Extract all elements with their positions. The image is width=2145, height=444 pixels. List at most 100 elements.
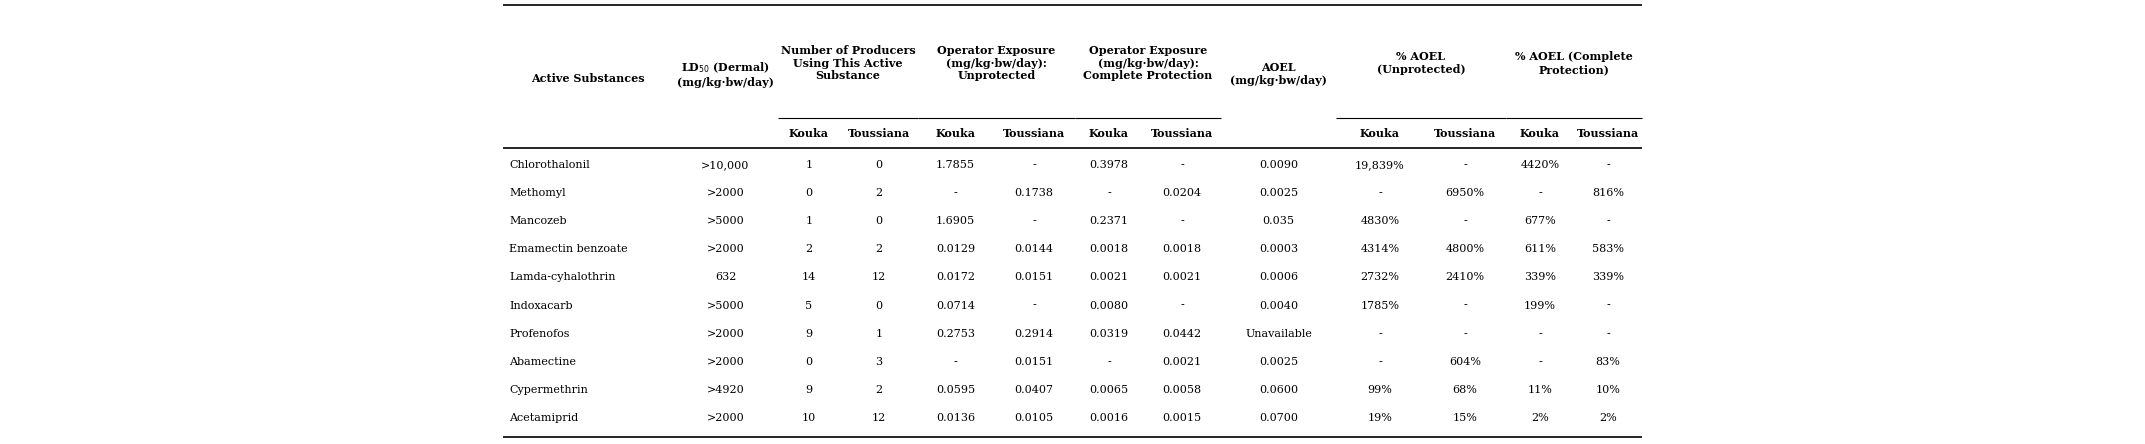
Text: 0.0015: 0.0015 bbox=[1163, 413, 1201, 423]
Text: 0.0080: 0.0080 bbox=[1090, 301, 1128, 310]
Text: -: - bbox=[1538, 188, 1542, 198]
Text: >5000: >5000 bbox=[706, 301, 744, 310]
Text: 611%: 611% bbox=[1523, 244, 1555, 254]
Text: Operator Exposure
(mg/kg·bw/day):
Complete Protection: Operator Exposure (mg/kg·bw/day): Comple… bbox=[1083, 45, 1212, 81]
Text: Kouka: Kouka bbox=[1090, 127, 1128, 139]
Text: -: - bbox=[1107, 188, 1111, 198]
Text: -: - bbox=[1180, 160, 1184, 170]
Text: 677%: 677% bbox=[1525, 216, 1555, 226]
Text: 0.0105: 0.0105 bbox=[1015, 413, 1053, 423]
Text: -: - bbox=[955, 188, 957, 198]
Text: 0: 0 bbox=[875, 160, 882, 170]
Text: -: - bbox=[1607, 329, 1611, 339]
Text: -: - bbox=[1032, 160, 1036, 170]
Text: Acetamiprid: Acetamiprid bbox=[508, 413, 579, 423]
Text: 1.7855: 1.7855 bbox=[935, 160, 976, 170]
Text: 2410%: 2410% bbox=[1446, 273, 1484, 282]
Text: Cypermethrin: Cypermethrin bbox=[508, 385, 588, 395]
Text: >2000: >2000 bbox=[706, 357, 744, 367]
Text: 0.2753: 0.2753 bbox=[935, 329, 976, 339]
Text: 0.0003: 0.0003 bbox=[1259, 244, 1298, 254]
Text: 2732%: 2732% bbox=[1360, 273, 1399, 282]
Text: 3: 3 bbox=[875, 357, 882, 367]
Text: 583%: 583% bbox=[1592, 244, 1624, 254]
Text: >2000: >2000 bbox=[706, 413, 744, 423]
Text: Indoxacarb: Indoxacarb bbox=[508, 301, 573, 310]
Text: -: - bbox=[1032, 216, 1036, 226]
Text: 2: 2 bbox=[804, 244, 813, 254]
Text: -: - bbox=[1377, 357, 1381, 367]
Text: -: - bbox=[1463, 329, 1467, 339]
Text: -: - bbox=[1607, 301, 1611, 310]
Text: 0.0407: 0.0407 bbox=[1015, 385, 1053, 395]
Text: Toussiana: Toussiana bbox=[1152, 127, 1214, 139]
Text: AOEL
(mg/kg·bw/day): AOEL (mg/kg·bw/day) bbox=[1229, 62, 1328, 86]
Text: % AOEL
(Unprotected): % AOEL (Unprotected) bbox=[1377, 51, 1465, 75]
Text: 0.0058: 0.0058 bbox=[1163, 385, 1201, 395]
Text: 1.6905: 1.6905 bbox=[935, 216, 976, 226]
Text: 2: 2 bbox=[875, 244, 882, 254]
Text: 0.3978: 0.3978 bbox=[1090, 160, 1128, 170]
Text: 0: 0 bbox=[875, 301, 882, 310]
Text: 19,839%: 19,839% bbox=[1356, 160, 1405, 170]
Text: -: - bbox=[1377, 329, 1381, 339]
Text: 0.0040: 0.0040 bbox=[1259, 301, 1298, 310]
Text: 0.2371: 0.2371 bbox=[1090, 216, 1128, 226]
Text: Toussiana: Toussiana bbox=[1433, 127, 1495, 139]
Text: Profenofos: Profenofos bbox=[508, 329, 571, 339]
Text: -: - bbox=[1538, 329, 1542, 339]
Text: 6950%: 6950% bbox=[1446, 188, 1484, 198]
Text: 4830%: 4830% bbox=[1360, 216, 1399, 226]
Text: Abamectine: Abamectine bbox=[508, 357, 577, 367]
Text: Emamectin benzoate: Emamectin benzoate bbox=[508, 244, 628, 254]
Text: 9: 9 bbox=[804, 329, 813, 339]
Text: 0.0600: 0.0600 bbox=[1259, 385, 1298, 395]
Text: 604%: 604% bbox=[1450, 357, 1480, 367]
Text: -: - bbox=[1463, 216, 1467, 226]
Text: -: - bbox=[1538, 357, 1542, 367]
Text: 0.0595: 0.0595 bbox=[935, 385, 976, 395]
Text: >10,000: >10,000 bbox=[701, 160, 751, 170]
Text: Toussiana: Toussiana bbox=[1004, 127, 1066, 139]
Text: 0.0204: 0.0204 bbox=[1163, 188, 1201, 198]
Text: 68%: 68% bbox=[1452, 385, 1478, 395]
Text: 0.0144: 0.0144 bbox=[1015, 244, 1053, 254]
Text: 0.0172: 0.0172 bbox=[935, 273, 976, 282]
Text: 12: 12 bbox=[871, 413, 886, 423]
Text: -: - bbox=[1607, 216, 1611, 226]
Text: 0.0151: 0.0151 bbox=[1015, 357, 1053, 367]
Text: 2: 2 bbox=[875, 188, 882, 198]
Text: 15%: 15% bbox=[1452, 413, 1478, 423]
Text: 12: 12 bbox=[871, 273, 886, 282]
Text: 19%: 19% bbox=[1369, 413, 1392, 423]
Text: Operator Exposure
(mg/kg·bw/day):
Unprotected: Operator Exposure (mg/kg·bw/day): Unprot… bbox=[937, 45, 1055, 81]
Text: 1: 1 bbox=[875, 329, 882, 339]
Text: >2000: >2000 bbox=[706, 188, 744, 198]
Text: Unavailable: Unavailable bbox=[1244, 329, 1313, 339]
Text: 0.0714: 0.0714 bbox=[935, 301, 976, 310]
Text: 1: 1 bbox=[804, 216, 813, 226]
Text: Kouka: Kouka bbox=[789, 127, 828, 139]
Text: -: - bbox=[1180, 301, 1184, 310]
Text: 4314%: 4314% bbox=[1360, 244, 1399, 254]
Text: 0: 0 bbox=[875, 216, 882, 226]
Text: 0.0021: 0.0021 bbox=[1163, 357, 1201, 367]
Text: Methomyl: Methomyl bbox=[508, 188, 566, 198]
Text: 816%: 816% bbox=[1592, 188, 1624, 198]
Text: 199%: 199% bbox=[1523, 301, 1555, 310]
Text: 0.0006: 0.0006 bbox=[1259, 273, 1298, 282]
Text: % AOEL (Complete
Protection): % AOEL (Complete Protection) bbox=[1514, 51, 1632, 75]
Text: >2000: >2000 bbox=[706, 329, 744, 339]
Text: 0: 0 bbox=[804, 357, 813, 367]
Text: -: - bbox=[1180, 216, 1184, 226]
Text: LD$_{50}$ (Dermal)
(mg/kg·bw/day): LD$_{50}$ (Dermal) (mg/kg·bw/day) bbox=[678, 60, 774, 88]
Text: >2000: >2000 bbox=[706, 244, 744, 254]
Text: 0.0021: 0.0021 bbox=[1163, 273, 1201, 282]
Text: 5: 5 bbox=[804, 301, 813, 310]
Text: 0.0025: 0.0025 bbox=[1259, 357, 1298, 367]
Text: Toussiana: Toussiana bbox=[1577, 127, 1639, 139]
Text: 0.0021: 0.0021 bbox=[1090, 273, 1128, 282]
Text: 339%: 339% bbox=[1523, 273, 1555, 282]
Text: 1785%: 1785% bbox=[1360, 301, 1399, 310]
Text: 0.0129: 0.0129 bbox=[935, 244, 976, 254]
